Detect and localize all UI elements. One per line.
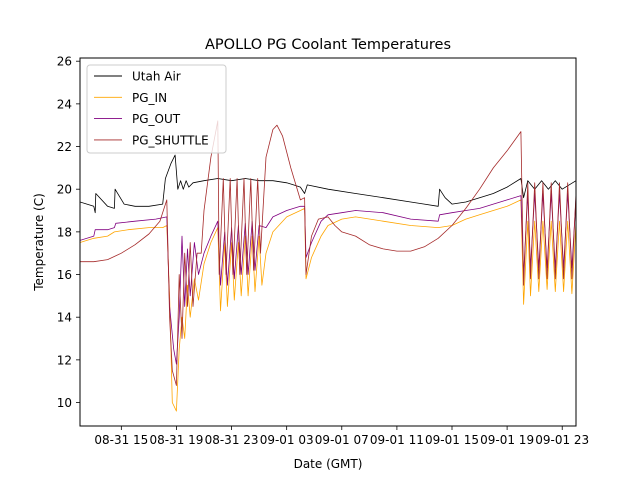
y-tick-label: 22 [57, 140, 72, 154]
y-tick-label: 16 [57, 268, 72, 282]
legend-label: Utah Air [132, 70, 181, 84]
legend-box [86, 64, 227, 154]
legend-label: PG_IN [132, 91, 167, 105]
x-tick-label: 09-01 23 [535, 433, 589, 447]
x-tick-label: 09-01 15 [425, 433, 479, 447]
series-line-pg-shuttle [80, 120, 576, 386]
y-tick-label: 26 [57, 55, 72, 69]
series-line-utah-air [80, 154, 576, 214]
x-axis: 08-31 15 08-31 19 08-31 23 09-01 03 09-01 07… [94, 426, 589, 447]
chart-title: APOLLO PG Coolant Temperatures [205, 37, 451, 53]
x-tick-label: 08-31 23 [205, 433, 259, 447]
legend-label: PG_OUT [132, 112, 181, 126]
legend-label: PG_SHUTTLE [132, 133, 209, 147]
x-tick-label: 09-01 19 [480, 433, 534, 447]
series-line-pg-in [80, 199, 576, 412]
x-tick-label: 09-01 11 [370, 433, 424, 447]
x-tick-label: 09-01 03 [260, 433, 314, 447]
plot-frame [79, 57, 577, 427]
x-tick-label: 09-01 07 [315, 433, 369, 447]
x-tick-label: 08-31 19 [149, 433, 203, 447]
y-axis-label: Temperature (C) [32, 193, 46, 292]
legend: Utah Air PG_IN PG_OUT PG_SHUTTLE [86, 64, 227, 154]
y-tick-label: 20 [57, 183, 72, 197]
y-axis: 10 12 14 16 18 20 22 24 26 [57, 55, 80, 410]
x-tick-label: 08-31 15 [94, 433, 148, 447]
y-tick-label: 18 [57, 225, 72, 239]
y-tick-label: 14 [57, 311, 72, 325]
y-tick-label: 24 [57, 97, 72, 111]
y-tick-label: 12 [57, 353, 72, 367]
y-tick-label: 10 [57, 396, 72, 410]
x-axis-label: Date (GMT) [294, 457, 363, 471]
series-layer [80, 120, 576, 412]
